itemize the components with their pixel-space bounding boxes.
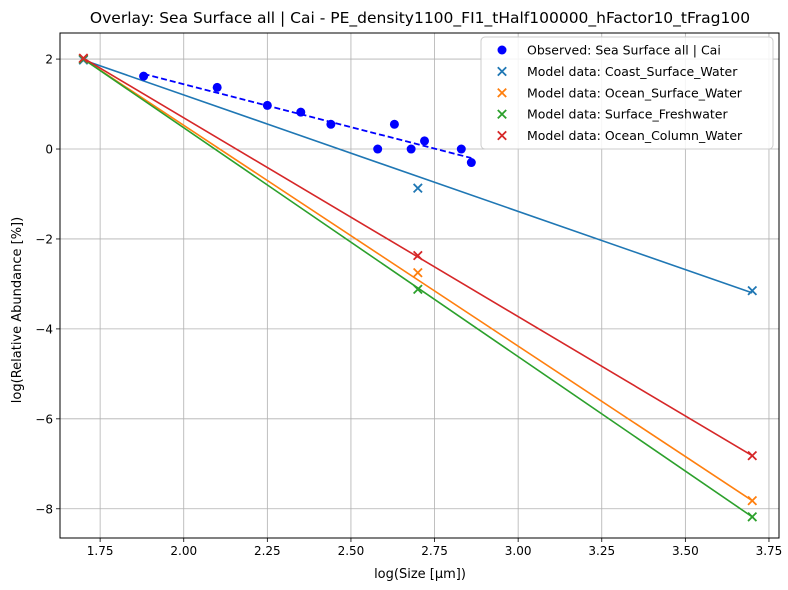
model-point-stroke <box>497 87 507 98</box>
observed-point <box>326 119 336 129</box>
plot-area: 1.75 2.00 2.25 2.50 2.75 3.00 3.25 3.50 3.75 2 0 −2… <box>35 32 783 558</box>
legend-label: Model data: Coast_Surface_Water <box>527 64 738 79</box>
observed-point <box>456 144 466 154</box>
x-tick-label: 3.25 <box>588 544 615 558</box>
observed-fit-line <box>143 73 472 159</box>
model-point <box>412 183 423 193</box>
observed-point <box>373 144 383 154</box>
model-point-stroke <box>497 109 507 120</box>
model-point <box>78 53 89 64</box>
y-tick-label: 0 <box>45 143 53 157</box>
y-axis-label: log(Relative Abundance [%]) <box>10 217 25 403</box>
plot-frame <box>59 32 780 539</box>
y-tick-label: −8 <box>35 502 53 516</box>
chart-title: Overlay: Sea Surface all | Cai - PE_dens… <box>90 9 750 28</box>
model-point <box>497 66 507 77</box>
y-tick-label: 2 <box>45 53 53 67</box>
model-point-stroke <box>747 512 758 522</box>
observed-point <box>139 71 149 81</box>
series-line <box>83 57 753 457</box>
x-tick-label: 3.75 <box>756 544 783 558</box>
model-point-stroke <box>412 183 423 193</box>
model-point <box>497 87 507 98</box>
model-point <box>412 250 423 261</box>
x-axis-label: log(Size [µm]) <box>374 567 466 582</box>
model-point-stroke <box>747 285 758 296</box>
model-point-stroke <box>747 450 758 461</box>
model-point-stroke <box>412 267 423 278</box>
legend-box <box>480 36 774 150</box>
legend-label: Model data: Surface_Freshwater <box>527 107 728 122</box>
legend-label: Model data: Ocean_Column_Water <box>527 128 743 143</box>
x-tick-label: 2.50 <box>338 544 365 558</box>
model-point-stroke <box>78 53 89 64</box>
x-tick-label: 3.50 <box>672 544 699 558</box>
observed-point <box>420 136 430 146</box>
series-group <box>78 53 758 522</box>
model-point-stroke <box>412 284 423 295</box>
legend: Observed: Sea Surface all | Cai Model dat… <box>480 36 774 150</box>
x-tick-label: 2.75 <box>421 544 448 558</box>
series-line <box>83 59 753 294</box>
x-tick-label: 2.25 <box>254 544 281 558</box>
model-point <box>747 285 758 296</box>
model-point <box>412 267 423 278</box>
model-point <box>747 495 758 506</box>
model-point <box>747 512 758 522</box>
observed-point <box>389 119 399 129</box>
model-point <box>497 109 507 120</box>
model-point-stroke <box>497 66 507 77</box>
observed-point <box>406 144 416 154</box>
legend-label: Observed: Sea Surface all | Cai <box>527 43 721 58</box>
observed-point <box>296 107 306 117</box>
model-point-stroke <box>747 495 758 506</box>
legend-label: Model data: Ocean_Surface_Water <box>527 85 743 100</box>
y-tick-label: −4 <box>35 322 53 336</box>
observed-point <box>262 100 272 110</box>
x-tick-label: 3.00 <box>505 544 532 558</box>
observed-point <box>466 158 476 168</box>
model-point <box>747 450 758 461</box>
series-line <box>82 58 753 502</box>
x-tick-label: 2.00 <box>170 544 197 558</box>
legend-marker <box>497 45 507 55</box>
y-tick-label: −6 <box>35 412 53 426</box>
model-point <box>412 284 423 295</box>
series-line <box>82 58 753 518</box>
model-point <box>497 130 507 141</box>
x-tick-label: 1.75 <box>87 544 114 558</box>
model-point-stroke <box>412 250 423 261</box>
model-point-stroke <box>497 130 507 141</box>
y-tick-label: −2 <box>35 232 53 246</box>
observed-point <box>212 82 222 92</box>
